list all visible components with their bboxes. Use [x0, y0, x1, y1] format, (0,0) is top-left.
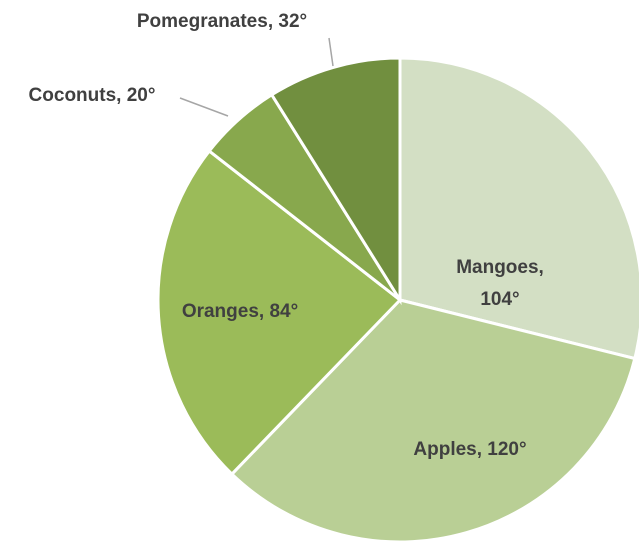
data-label: Oranges, 84° — [182, 301, 298, 322]
data-label: Mangoes, 104° — [456, 257, 544, 310]
pie-slice — [229, 298, 637, 544]
pie-slice — [398, 56, 639, 361]
data-label: Coconuts, 20° — [29, 85, 156, 106]
pie-slice — [269, 56, 402, 306]
data-label-line: Mangoes, — [456, 257, 544, 278]
leader-line — [328, 37, 334, 67]
pie-slice — [156, 148, 403, 477]
leader-line — [179, 97, 229, 117]
data-label: Pomegranates, 32° — [137, 11, 307, 32]
data-label-line: 104° — [480, 289, 519, 310]
data-label: Apples, 120° — [413, 439, 526, 460]
